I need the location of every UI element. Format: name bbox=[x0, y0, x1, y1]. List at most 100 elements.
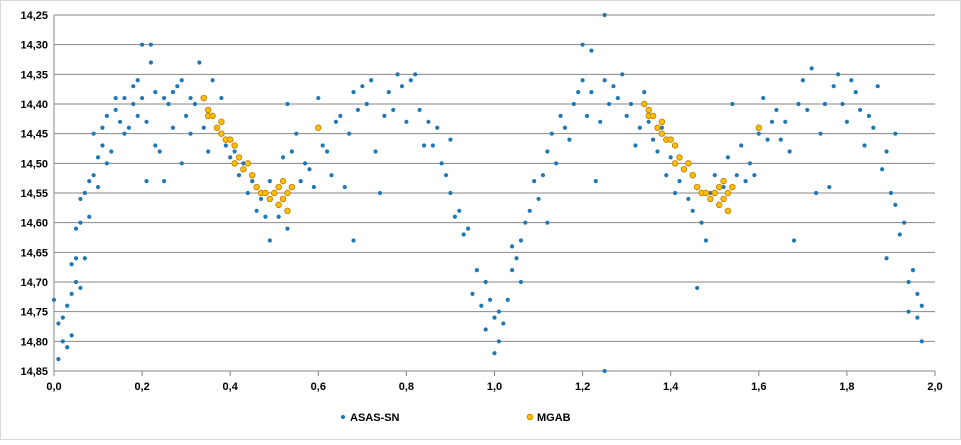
mgab-point bbox=[715, 183, 723, 191]
y-tick-label: 14,25 bbox=[20, 10, 48, 22]
asas-sn-point bbox=[223, 143, 228, 148]
asas-sn-point bbox=[880, 167, 885, 172]
asas-sn-point bbox=[752, 173, 757, 178]
asas-sn-point bbox=[818, 131, 823, 136]
asas-sn-point bbox=[342, 184, 347, 190]
asas-sn-point bbox=[113, 95, 118, 101]
asas-sn-point bbox=[514, 256, 519, 261]
asas-sn-point bbox=[474, 268, 479, 273]
mgab-point bbox=[249, 171, 256, 179]
asas-sn-point bbox=[82, 190, 87, 196]
asas-sn-point bbox=[664, 173, 669, 178]
asas-sn-point bbox=[510, 268, 515, 273]
asas-sn-point bbox=[602, 78, 607, 83]
asas-sn-point bbox=[443, 173, 449, 178]
asas-sn-point bbox=[452, 214, 457, 219]
asas-sn-point bbox=[822, 101, 827, 107]
asas-sn-point bbox=[56, 321, 61, 326]
y-tick-label: 14,80 bbox=[20, 336, 48, 348]
asas-sn-point bbox=[69, 291, 74, 296]
mgab-point bbox=[658, 130, 666, 137]
asas-sn-point bbox=[87, 179, 92, 184]
asas-sn-point bbox=[153, 143, 158, 148]
asas-sn-point bbox=[677, 179, 682, 184]
mgab-point bbox=[231, 142, 238, 149]
asas-sn-point bbox=[888, 190, 894, 196]
asas-sn-point bbox=[470, 291, 475, 296]
asas-sn-point bbox=[355, 107, 361, 113]
asas-sn-point bbox=[391, 107, 396, 113]
asas-sn-point bbox=[166, 101, 171, 107]
mgab-point bbox=[279, 195, 287, 203]
mgab-point bbox=[707, 195, 714, 203]
asas-sn-point bbox=[893, 202, 898, 207]
asas-sn-point bbox=[285, 226, 290, 231]
asas-sn-point bbox=[302, 161, 308, 166]
asas-sn-point bbox=[78, 220, 83, 225]
asas-sn-point bbox=[884, 149, 889, 154]
y-tick-label: 14,70 bbox=[20, 277, 48, 289]
x-tick-label: 2,0 bbox=[927, 381, 942, 393]
asas-sn-point bbox=[659, 125, 664, 130]
asas-sn-point bbox=[545, 220, 550, 225]
asas-sn-point bbox=[690, 208, 695, 213]
asas-sn-point bbox=[910, 268, 916, 273]
asas-sn-point bbox=[598, 119, 603, 124]
asas-sn-point bbox=[673, 190, 678, 196]
asas-sn-point bbox=[109, 149, 114, 154]
asas-sn-point bbox=[351, 238, 356, 243]
asas-sn-point bbox=[505, 297, 510, 302]
asas-sn-point bbox=[518, 279, 524, 285]
asas-sn-point bbox=[637, 125, 642, 130]
asas-sn-point bbox=[254, 208, 259, 213]
legend: ASAS-SN MGAB bbox=[340, 412, 571, 424]
asas-sn-point bbox=[695, 285, 700, 291]
mgab-point bbox=[729, 183, 736, 191]
asas-sn-point bbox=[135, 78, 140, 83]
asas-sn-point bbox=[162, 95, 167, 101]
mgab-point bbox=[231, 160, 238, 167]
mgab-point bbox=[253, 183, 260, 191]
y-tick-label: 14,50 bbox=[20, 158, 48, 170]
asas-sn-point bbox=[170, 90, 176, 95]
asas-sn-point bbox=[65, 345, 70, 350]
asas-sn-point bbox=[747, 161, 753, 166]
asas-sn-point bbox=[492, 351, 497, 356]
asas-sn-point bbox=[576, 90, 581, 95]
asas-sn-point bbox=[347, 131, 352, 136]
mgab-point bbox=[262, 189, 269, 197]
mgab-point bbox=[266, 195, 274, 203]
asas-sn-point bbox=[699, 220, 704, 225]
asas-sn-point bbox=[126, 125, 131, 130]
asas-sn-point bbox=[377, 190, 383, 196]
asas-sn-point bbox=[206, 149, 211, 154]
legend-marker bbox=[340, 414, 346, 420]
asas-sn-point bbox=[241, 161, 246, 166]
asas-sn-point bbox=[532, 179, 537, 184]
asas-sn-point bbox=[91, 173, 96, 178]
asas-sn-point bbox=[280, 155, 286, 160]
asas-sn-point bbox=[311, 184, 316, 190]
asas-sn-point bbox=[558, 113, 563, 118]
asas-sn-point bbox=[232, 149, 237, 154]
mgab-point bbox=[275, 183, 282, 191]
asas-sn-point bbox=[919, 339, 924, 344]
asas-sn-point bbox=[721, 184, 726, 190]
mgab-point bbox=[720, 177, 727, 185]
asas-sn-point bbox=[104, 113, 109, 118]
mgab-point bbox=[645, 106, 652, 114]
asas-sn-point bbox=[413, 72, 418, 77]
asas-sn-point bbox=[140, 95, 145, 101]
asas-sn-point bbox=[69, 262, 74, 267]
asas-sn-point bbox=[791, 238, 797, 243]
mgab-point bbox=[711, 189, 718, 197]
mgab-point bbox=[658, 118, 666, 125]
asas-sn-point bbox=[580, 42, 585, 47]
asas-sn-point bbox=[915, 291, 920, 296]
asas-sn-point bbox=[769, 119, 775, 124]
asas-sn-point bbox=[95, 155, 101, 160]
asas-sn-point bbox=[399, 84, 405, 89]
asas-sn-point bbox=[236, 173, 242, 178]
asas-sn-point bbox=[479, 303, 484, 308]
